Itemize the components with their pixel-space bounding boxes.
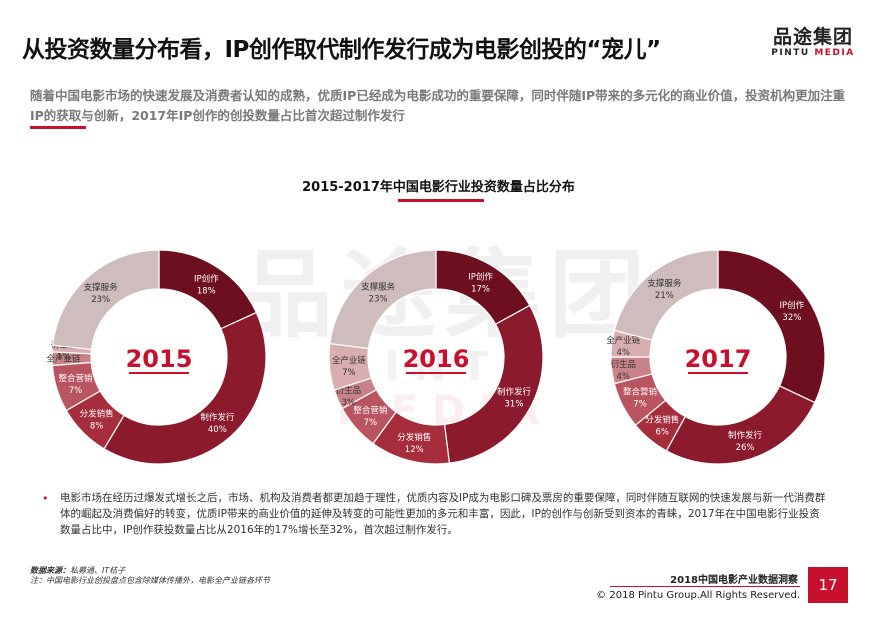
donut-slice-2017-6 (613, 249, 719, 341)
page-number: 17 (808, 567, 848, 603)
donut-label-2017-0: IP创作 (780, 300, 805, 311)
footer-report-title: 2018中国电影产业数据洞察 (670, 575, 798, 586)
donut-value-2015-0: 18% (197, 286, 216, 296)
page-title: 从投资数量分布看，IP创作取代制作发行成为电影创投的“宠儿” (22, 37, 661, 63)
source-text: 私募通、IT桔子 (70, 566, 126, 575)
donut-value-2015-5: 1% (57, 352, 71, 362)
donut-value-2017-4: 4% (617, 372, 631, 382)
donut-label-2017-4: 衍生品 (610, 359, 636, 370)
donut-value-2017-2: 6% (655, 427, 669, 437)
body-paragraph: 电影市场在经历过爆发式增长之后，市场、机构及消费者都更加趋于理性，优质内容及IP… (60, 492, 826, 536)
page-subtitle: 随着中国电影市场的快速发展及消费者认知的成熟，优质IP已经成为电影成功的重要保障… (30, 88, 846, 123)
donut-label-2015-6: 支撑服务 (84, 282, 119, 293)
donut-label-2016-5: 全产业链 (332, 355, 367, 366)
source-note: 注：中国电影行业创投盘点包含除媒体传播外，电影全产业链各环节 (30, 576, 270, 585)
donut-label-2015-2: 分发销售 (80, 408, 114, 419)
logo-en-pintu: PINTU (771, 48, 815, 58)
donut-value-2017-3: 7% (633, 400, 647, 410)
donut-label-2016-2: 分发销售 (397, 432, 431, 443)
donut-label-2017-6: 支撑服务 (647, 278, 682, 289)
donut-slice-2015-6 (51, 249, 160, 351)
donut-value-2016-2: 12% (405, 445, 424, 455)
donut-value-2016-4: 3% (342, 398, 356, 408)
footer-copyright: © 2018 Pintu Group.All Rights Reserved. (596, 590, 800, 601)
donut-value-2015-3: 7% (69, 386, 83, 396)
donut-label-2017-3: 整合营销 (623, 387, 658, 398)
donut-value-2016-0: 17% (471, 285, 490, 295)
logo-en-text: PINTU MEDIA (766, 47, 860, 59)
donut-value-2017-6: 21% (655, 291, 674, 301)
donut-label-2016-6: 支撑服务 (361, 281, 396, 292)
donut-center-year-2016: 2016 (403, 345, 470, 373)
donut-label-2017-5: 全产业链 (606, 335, 641, 346)
donut-label-2016-3: 整合营销 (353, 405, 388, 416)
donut-label-2016-0: IP创作 (468, 272, 493, 283)
donut-label-2016-1: 制作发行 (497, 387, 532, 398)
donut-center-underline-2015 (129, 372, 189, 374)
source-line-1: 数据来源：私募通、IT桔子 (30, 566, 270, 576)
donut-value-2015-2: 8% (90, 421, 104, 431)
donut-center-year-2017: 2017 (685, 345, 752, 373)
bullet-icon: • (42, 492, 49, 505)
footer-divider (610, 586, 800, 587)
donut-value-2016-1: 31% (505, 400, 524, 410)
donut-label-2017-1: 制作发行 (728, 430, 763, 441)
donut-center-underline-2016 (406, 372, 466, 374)
donut-label-2016-4: 衍生品 (336, 385, 362, 396)
donut-label-2015-4: 全产业链 (47, 354, 82, 365)
donut-label-2015-1: 制作发行 (200, 412, 235, 423)
donut-value-2016-5: 7% (342, 368, 356, 378)
subtitle-accent-underline (30, 126, 86, 129)
source-label: 数据来源： (30, 566, 70, 575)
donut-value-2017-5: 4% (617, 348, 631, 358)
donut-value-2017-1: 26% (736, 443, 755, 453)
chart-title-accent-bar (398, 199, 484, 202)
donut-center-underline-2017 (688, 372, 748, 374)
chart-title: 2015-2017年中国电影行业投资数量占比分布 (302, 180, 575, 195)
donut-label-2015-0: IP创作 (194, 273, 219, 284)
pintu-logo: 品途集团 PINTU MEDIA (766, 27, 860, 59)
donut-slice-2016-6 (329, 249, 437, 350)
donut-slice-2017-0 (717, 249, 826, 404)
donut-value-2016-6: 23% (369, 294, 388, 304)
data-source: 数据来源：私募通、IT桔子 注：中国电影行业创投盘点包含除媒体传播外，电影全产业… (30, 566, 270, 586)
donut-value-2015-1: 40% (208, 425, 227, 435)
donut-value-2016-3: 7% (364, 418, 378, 428)
donut-label-2015-3: 整合营销 (58, 373, 93, 384)
donut-slice-2016-1 (443, 304, 544, 464)
donut-label-2017-2: 分发销售 (645, 414, 679, 425)
donut-value-2017-0: 32% (782, 313, 801, 323)
donut-center-year-2015: 2015 (126, 345, 193, 373)
logo-cn-text: 品途集团 (772, 26, 853, 48)
donut-slice-2015-1 (103, 311, 267, 465)
logo-en-media: MEDIA (814, 48, 855, 58)
donut-value-2015-6: 23% (91, 295, 110, 305)
